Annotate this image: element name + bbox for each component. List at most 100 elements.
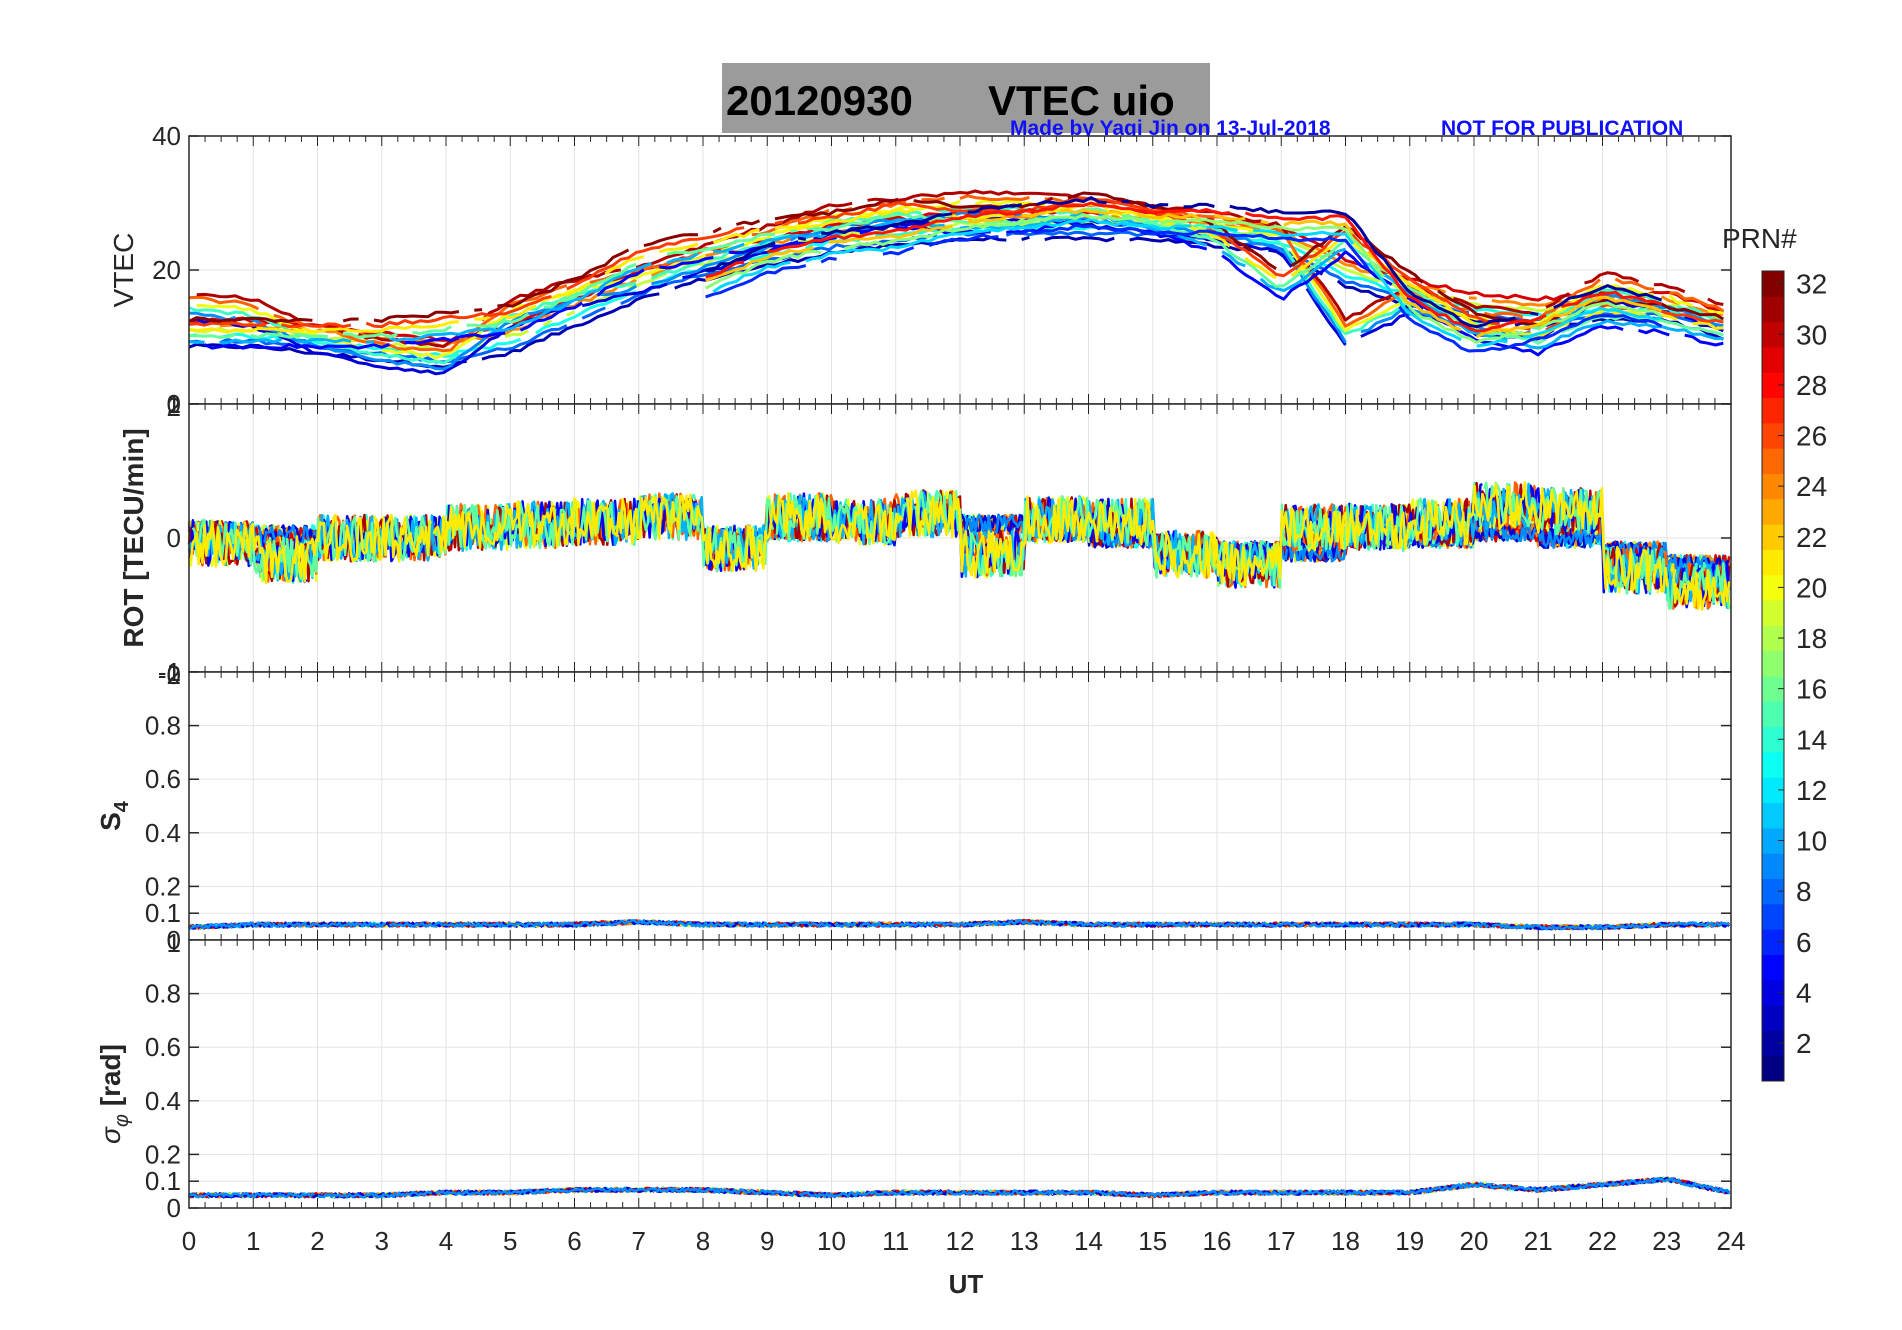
y-tick-label: 0 <box>167 1193 181 1223</box>
series-line <box>1198 218 1277 271</box>
colorbar-tick-label: 4 <box>1796 977 1812 1008</box>
colorbar-swatch <box>1762 448 1784 474</box>
series-line <box>650 233 791 281</box>
series-line <box>188 295 260 311</box>
series-line <box>758 218 915 246</box>
series-line <box>435 1186 797 1197</box>
title-background <box>722 63 1210 133</box>
y-tick-label: 0.4 <box>145 818 181 848</box>
series-line <box>1259 247 1346 292</box>
y-tick-label: 0.1 <box>145 898 181 928</box>
y-tick-label: 0.4 <box>145 1086 181 1116</box>
x-tick-label: 23 <box>1652 1226 1681 1256</box>
colorbar-swatch <box>1762 827 1784 854</box>
y-tick-label: 1 <box>167 657 181 687</box>
series-line <box>188 306 460 365</box>
colorbar-swatch <box>1762 574 1784 601</box>
series-line <box>1305 262 1439 322</box>
series-group <box>188 189 1725 376</box>
x-tick-label: 20 <box>1460 1226 1489 1256</box>
colorbar-swatch <box>1762 676 1784 702</box>
series-line <box>928 233 999 248</box>
colorbar-swatch <box>1762 903 1784 930</box>
series-group <box>187 918 1731 931</box>
series-line <box>1453 296 1531 315</box>
x-tick-label: 22 <box>1588 1226 1617 1256</box>
x-tick-label: 9 <box>760 1226 774 1256</box>
series-line <box>774 197 899 221</box>
series-line <box>1692 321 1724 330</box>
series-line <box>404 331 506 345</box>
colorbar-swatch <box>1762 346 1784 373</box>
series-line <box>466 312 530 328</box>
colorbar-swatch <box>1762 549 1784 576</box>
series-line <box>658 242 699 254</box>
series-line <box>659 256 714 270</box>
series-line <box>704 249 822 290</box>
series-line <box>1144 202 1169 209</box>
series-line <box>497 248 630 308</box>
panel-vtec: 0 20 40 VTEC <box>108 121 1732 419</box>
colorbar-swatch <box>1762 321 1784 348</box>
series-line <box>1206 227 1500 326</box>
series-line <box>666 252 699 265</box>
series-line <box>535 290 637 335</box>
series-line <box>581 282 668 308</box>
colorbar-swatch <box>1762 777 1784 804</box>
colorbar-tick-label: 28 <box>1796 370 1827 401</box>
series-line <box>1021 211 1046 218</box>
series-line <box>1221 250 1393 301</box>
x-tick-label: 4 <box>439 1226 453 1256</box>
colorbar-label: PRN# <box>1722 223 1797 254</box>
series-line <box>1653 283 1686 294</box>
series-line <box>388 919 735 928</box>
series-line <box>959 194 1030 201</box>
colorbar-swatch <box>1762 625 1784 652</box>
colorbar-swatch <box>1762 397 1784 424</box>
series-line <box>1137 228 1208 251</box>
series-line <box>505 304 537 319</box>
title-date: 20120930 <box>726 77 913 124</box>
x-tick-label: 18 <box>1331 1226 1360 1256</box>
series-line <box>596 268 645 297</box>
title-main: VTEC uio <box>988 77 1175 124</box>
colorbar-swatch <box>1762 1055 1784 1082</box>
x-tick-label: 21 <box>1524 1226 1553 1256</box>
y-tick-label: -1 <box>158 657 181 687</box>
series-line <box>1244 211 1547 333</box>
x-tick-label: 6 <box>567 1226 581 1256</box>
series-line <box>389 262 653 342</box>
series-line <box>828 224 953 244</box>
series-line <box>1060 208 1123 215</box>
y-tick-label: 0.8 <box>145 711 181 741</box>
series-line <box>882 246 915 256</box>
series-line <box>705 241 776 272</box>
series-line <box>474 315 491 321</box>
series-line <box>543 262 637 309</box>
colorbar-tick-label: 8 <box>1796 876 1812 907</box>
series-line <box>774 207 915 230</box>
series-line <box>1252 228 1355 245</box>
colorbar-swatch <box>1762 372 1784 399</box>
series-line <box>1244 256 1277 280</box>
series-line <box>1014 223 1370 271</box>
series-line <box>1707 309 1724 315</box>
series-line <box>666 232 776 256</box>
series-line <box>1545 292 1570 309</box>
x-tick-label: 13 <box>1010 1226 1039 1256</box>
series-line <box>1522 306 1662 339</box>
series-line <box>188 921 387 930</box>
x-tick-label: 15 <box>1138 1226 1167 1256</box>
series-line <box>833 921 857 928</box>
series-line <box>373 310 460 323</box>
series-line <box>705 260 745 279</box>
y-tick-label: 0 <box>167 523 181 553</box>
series-line <box>799 1189 944 1198</box>
series-line <box>597 284 637 297</box>
series-line <box>705 264 807 299</box>
series-line <box>820 256 837 264</box>
series-line <box>775 494 914 546</box>
series-line <box>929 223 945 228</box>
series-line <box>1707 297 1724 306</box>
